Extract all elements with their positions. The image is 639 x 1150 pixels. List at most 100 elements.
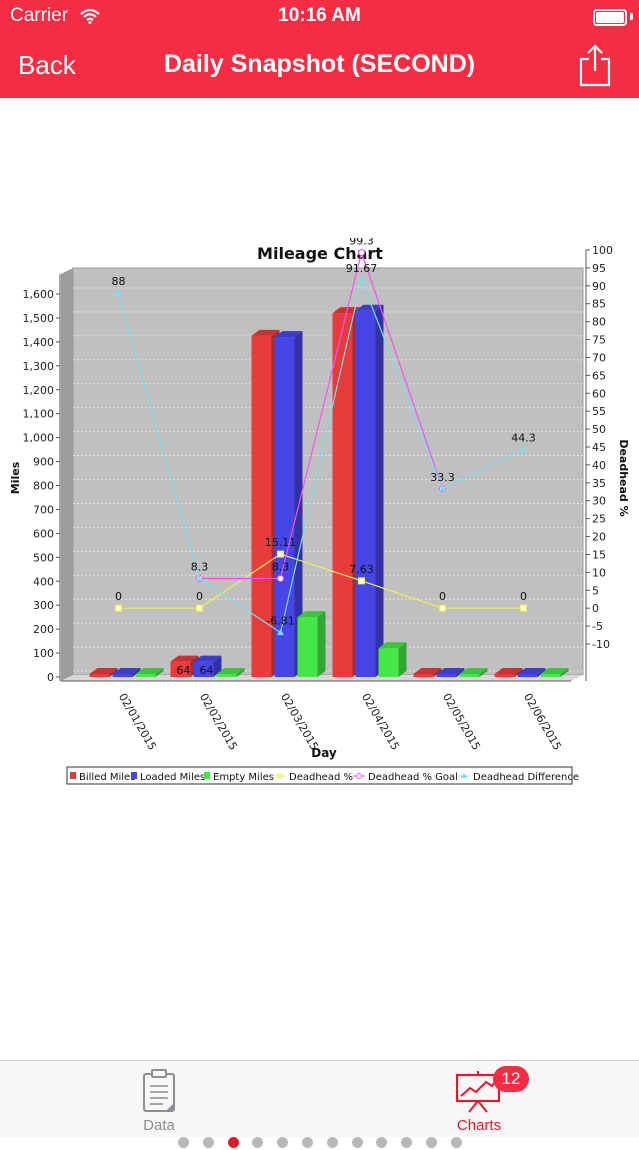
page-dot[interactable] xyxy=(401,1137,413,1148)
bar-loaded-miles-3 xyxy=(355,304,384,677)
bar-top xyxy=(170,655,199,662)
page-dot[interactable] xyxy=(227,1137,239,1148)
y-tick-label: 1,100 xyxy=(23,408,55,421)
share-icon[interactable] xyxy=(577,43,613,87)
bar-top xyxy=(89,668,118,674)
y2-tick-label: 40 xyxy=(592,459,606,472)
bar-top xyxy=(355,304,384,311)
bar-empty-miles-3 xyxy=(378,642,407,677)
x-tick-label: 02/03/2015 xyxy=(278,691,321,752)
chart-legend: Billed Miles Loaded Miles Empty Miles Deadh… xyxy=(66,766,579,785)
y-tick-label: 600 xyxy=(33,527,54,540)
bar-top xyxy=(112,668,141,674)
legend-label: Loaded Miles xyxy=(140,772,205,783)
y2-tick-label: 45 xyxy=(592,441,606,454)
carrier-label: Carrier xyxy=(10,5,69,26)
bar-billed-miles-5 xyxy=(494,668,523,677)
y-tick-label: 1,000 xyxy=(23,432,55,445)
y-tick-label: 1,400 xyxy=(23,336,55,349)
bar-face xyxy=(216,674,237,677)
mileage-chart: Mileage Chart 01002003004005006007008009… xyxy=(9,238,630,785)
bar-face xyxy=(251,335,272,677)
line-marker xyxy=(115,289,122,296)
bar-loaded-miles-0 xyxy=(112,668,141,677)
bar-empty-miles-5 xyxy=(540,668,569,677)
clipboard-icon xyxy=(143,1069,175,1112)
y2-tick-label: 20 xyxy=(592,531,606,544)
bar-side xyxy=(317,611,326,677)
chart-page[interactable]: Mileage Chart 0 100 200 300 400 500 600 700 800 9… xyxy=(0,98,639,1148)
page-dot[interactable] xyxy=(178,1137,189,1148)
bar-side xyxy=(479,668,488,677)
bar-side xyxy=(433,668,442,677)
bar-side xyxy=(537,668,546,677)
point-value-label: 91.67 xyxy=(346,262,378,275)
x-tick-label: 02/05/2015 xyxy=(440,691,483,752)
notification-badge: 12 xyxy=(493,1066,529,1092)
x-axis-title: Day xyxy=(311,746,337,760)
point-value-label: 88 xyxy=(112,275,126,288)
y2-tick-label: 60 xyxy=(592,387,606,400)
bar-face xyxy=(378,648,399,677)
page-dot[interactable] xyxy=(202,1137,214,1148)
legend-label: Deadhead % xyxy=(289,772,353,783)
y-tick-label: 1,600 xyxy=(23,288,55,301)
page-dot[interactable] xyxy=(351,1137,363,1148)
battery-tip xyxy=(630,13,633,20)
point-value-label: 0 xyxy=(196,590,203,603)
bar-top xyxy=(459,668,488,674)
y2-tick-label: 55 xyxy=(592,405,606,418)
line-deadhead-goal xyxy=(199,250,444,580)
bar-face xyxy=(517,674,538,677)
bar-side xyxy=(560,668,569,677)
point-value-label: 33.3 xyxy=(430,471,455,484)
y-tick-label: 500 xyxy=(33,551,54,564)
page-indicator[interactable] xyxy=(0,1136,639,1150)
y2-tick-label: 35 xyxy=(592,477,606,490)
y2-tick-label: 0 xyxy=(592,602,599,615)
bar-side xyxy=(213,655,222,677)
status-bar: Carrier 10:16 AM xyxy=(0,0,639,34)
bar-face xyxy=(355,310,376,677)
bar-top xyxy=(135,668,164,674)
y-tick-label: 300 xyxy=(33,599,54,612)
point-value-label: 0 xyxy=(520,590,527,603)
tab-charts[interactable]: 12 Charts xyxy=(419,1061,539,1137)
bar-top xyxy=(332,307,361,314)
line-marker xyxy=(439,604,446,612)
page-dot[interactable] xyxy=(277,1137,289,1148)
point-value-label: 8.3 xyxy=(191,560,209,573)
point-value-label: 44.3 xyxy=(511,432,536,445)
page-dot[interactable] xyxy=(302,1137,313,1148)
bar-top xyxy=(540,668,569,674)
chart-title: Mileage Chart xyxy=(257,244,383,263)
navigation-bar: Back Daily Snapshot (SECOND) xyxy=(0,34,639,98)
point-value-label: 7.63 xyxy=(349,563,374,576)
legend-swatch xyxy=(204,772,210,779)
tab-data[interactable]: Data xyxy=(99,1061,219,1137)
point-value-label: 8.3 xyxy=(272,560,290,573)
bar-value-label: 64 xyxy=(177,664,191,677)
page-dot[interactable] xyxy=(326,1137,338,1148)
page-dot[interactable] xyxy=(252,1137,264,1148)
page-dot[interactable] xyxy=(376,1137,388,1148)
bar-face xyxy=(297,617,318,677)
line-marker xyxy=(520,446,527,453)
y-tick-label: 700 xyxy=(33,503,54,516)
y2-tick-label: 65 xyxy=(592,369,606,382)
line-marker xyxy=(439,485,446,492)
bar-side xyxy=(236,668,245,677)
bar-side xyxy=(155,668,164,677)
bar-face xyxy=(540,674,561,677)
bar-side xyxy=(398,642,407,677)
y-tick-label: 1,200 xyxy=(23,384,55,397)
bar-top xyxy=(251,329,280,336)
page-title: Daily Snapshot (SECOND) xyxy=(163,50,476,78)
y2-tick-label: -10 xyxy=(592,638,610,651)
y2-tick-label: 95 xyxy=(592,262,606,275)
y-tick-label: 1,300 xyxy=(23,360,55,373)
page-dot[interactable] xyxy=(450,1137,462,1148)
page-dot[interactable] xyxy=(426,1137,437,1148)
y2-tick-label: 80 xyxy=(592,316,606,329)
back-button[interactable]: Back xyxy=(18,50,76,80)
